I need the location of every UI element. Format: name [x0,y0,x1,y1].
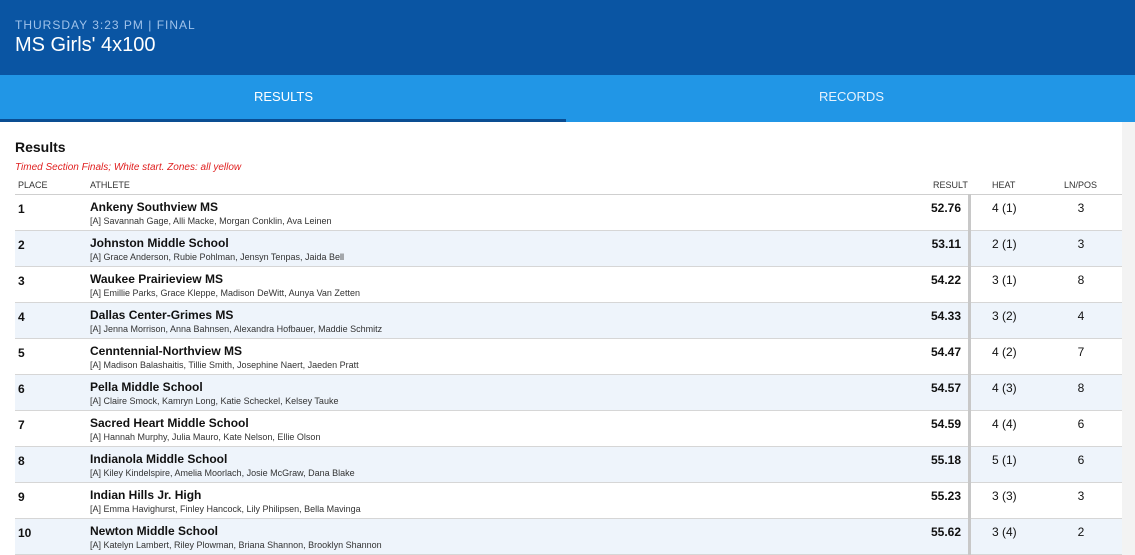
place-cell: 5 [18,346,25,360]
team-name[interactable]: Newton Middle School [90,524,218,538]
lane-cell: 3 [1077,489,1085,503]
event-header: THURSDAY 3:23 PM | FINAL MS Girls' 4x100 [0,0,1135,79]
col-athlete: ATHLETE [90,180,130,190]
scrollbar[interactable] [1122,122,1135,555]
tab-bar: RESULTS RECORDS [0,75,1135,122]
relay-athletes: [A] Claire Smock, Kamryn Long, Katie Sch… [90,396,339,406]
relay-athletes: [A] Katelyn Lambert, Riley Plowman, Bria… [90,540,382,550]
result-row[interactable]: 2 Johnston Middle School [A] Grace Anderso… [15,231,1122,267]
relay-athletes: [A] Kiley Kindelspire, Amelia Moorlach, … [90,468,355,478]
team-name[interactable]: Waukee Prairieview MS [90,272,223,286]
lane-cell: 2 [1077,525,1085,539]
lane-cell: 8 [1077,381,1085,395]
relay-athletes: [A] Jenna Morrison, Anna Bahnsen, Alexan… [90,324,383,334]
team-name[interactable]: Dallas Center-Grimes MS [90,308,234,322]
team-name[interactable]: Cenntennial-Northview MS [90,344,243,358]
heat-cell: 3 (4) [992,525,1017,539]
heat-cell: 4 (2) [992,345,1017,359]
col-place: PLACE [18,180,48,190]
result-time: 54.22 [930,273,961,287]
heat-cell: 3 (1) [992,273,1017,287]
team-name[interactable]: Indianola Middle School [90,452,228,466]
lane-cell: 3 [1077,201,1085,215]
result-row[interactable]: 7 Sacred Heart Middle School [A] Hannah Mu… [15,411,1122,447]
result-time: 52.76 [930,201,961,215]
section-title: Results [15,139,66,155]
heat-cell: 3 (3) [992,489,1017,503]
place-cell: 2 [18,238,25,252]
result-time: 54.47 [930,345,961,359]
lane-cell: 6 [1077,453,1085,467]
event-title: MS Girls' 4x100 [15,34,156,56]
tab-results-label: RESULTS [254,89,313,104]
place-cell: 10 [18,526,32,540]
lane-cell: 7 [1077,345,1085,359]
heat-cell: 2 (1) [992,237,1017,251]
relay-athletes: [A] Savannah Gage, Alli Macke, Morgan Co… [90,216,332,226]
tab-records[interactable]: RECORDS [568,75,1135,122]
result-time: 55.18 [930,453,961,467]
result-row[interactable]: 10 Newton Middle School [A] Katelyn Lamber… [15,519,1122,555]
result-time: 54.57 [930,381,961,395]
lane-cell: 4 [1077,309,1085,323]
tab-results[interactable]: RESULTS [0,75,567,122]
team-name[interactable]: Pella Middle School [90,380,203,394]
result-row[interactable]: 6 Pella Middle School [A] Claire Smock, Ka… [15,375,1122,411]
place-cell: 6 [18,382,25,396]
relay-athletes: [A] Hannah Murphy, Julia Mauro, Kate Nel… [90,432,321,442]
heat-cell: 4 (1) [992,201,1017,215]
lane-cell: 8 [1077,273,1085,287]
lane-cell: 6 [1077,417,1085,431]
relay-athletes: [A] Madison Balashaitis, Tillie Smith, J… [90,360,359,370]
column-divider [968,194,971,555]
team-name[interactable]: Sacred Heart Middle School [90,416,249,430]
place-cell: 7 [18,418,25,432]
lane-cell: 3 [1077,237,1085,251]
result-time: 55.62 [930,525,961,539]
result-row[interactable]: 3 Waukee Prairieview MS [A] Emillie Parks,… [15,267,1122,303]
result-time: 54.59 [930,417,961,431]
place-cell: 8 [18,454,25,468]
place-cell: 3 [18,274,25,288]
place-cell: 1 [18,202,25,216]
place-cell: 4 [18,310,25,324]
result-time: 53.11 [931,237,961,251]
heat-cell: 4 (3) [992,381,1017,395]
heat-cell: 5 (1) [992,453,1017,467]
col-result: RESULT [933,180,968,190]
result-row[interactable]: 9 Indian Hills Jr. High [A] Emma Havighurs… [15,483,1122,519]
event-status: THURSDAY 3:23 PM | FINAL [15,18,196,32]
heat-cell: 3 (2) [992,309,1017,323]
result-row[interactable]: 4 Dallas Center-Grimes MS [A] Jenna Morris… [15,303,1122,339]
team-name[interactable]: Ankeny Southview MS [90,200,219,214]
section-note: Timed Section Finals; White start. Zones… [15,162,242,173]
result-row[interactable]: 5 Cenntennial-Northview MS [A] Madison Bal… [15,339,1122,375]
active-tab-indicator [0,119,566,122]
place-cell: 9 [18,490,25,504]
relay-athletes: [A] Emillie Parks, Grace Kleppe, Madison… [90,288,360,298]
team-name[interactable]: Indian Hills Jr. High [90,488,202,502]
col-lane: LN/POS [1064,180,1098,190]
results-table: 1 Ankeny Southview MS [A] Savannah Gage, A… [15,194,1122,555]
team-name[interactable]: Johnston Middle School [90,236,229,250]
result-time: 55.23 [930,489,961,503]
result-row[interactable]: 8 Indianola Middle School [A] Kiley Kindel… [15,447,1122,483]
result-row[interactable]: 1 Ankeny Southview MS [A] Savannah Gage, A… [15,195,1122,231]
tab-records-label: RECORDS [818,89,884,104]
col-heat: HEAT [992,180,1016,190]
relay-athletes: [A] Emma Havighurst, Finley Hancock, Lil… [90,504,361,514]
relay-athletes: [A] Grace Anderson, Rubie Pohlman, Jensy… [90,252,344,262]
result-time: 54.33 [930,309,961,323]
heat-cell: 4 (4) [992,417,1017,431]
column-headers: PLACE ATHLETE RESULT HEAT LN/POS [0,178,1122,194]
